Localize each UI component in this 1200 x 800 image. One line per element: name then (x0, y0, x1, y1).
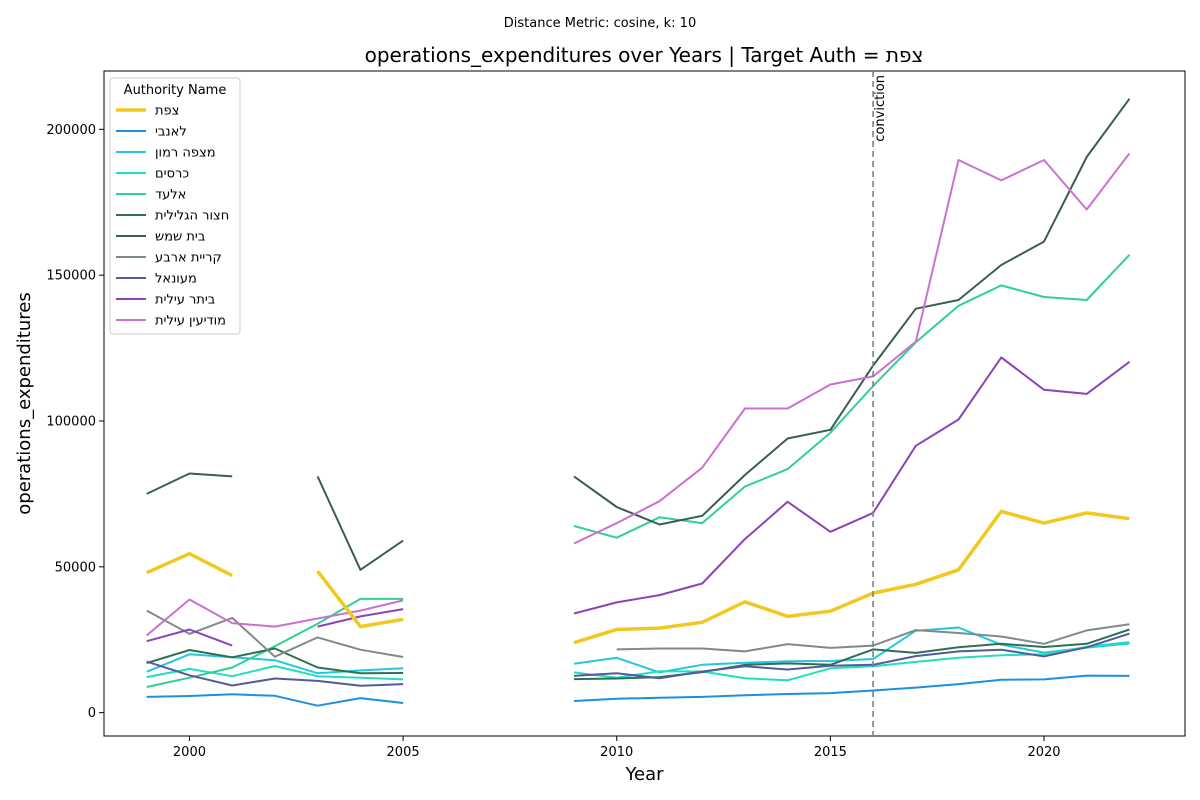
x-tick-label: 2010 (600, 745, 633, 760)
y-tick-label: 0 (88, 706, 96, 721)
legend-item: בית שמש (116, 230, 205, 245)
legend-label: חצור הגלילית (155, 209, 229, 224)
legend-label: ביתר עילית (155, 293, 215, 308)
legend-label: לאנבי (155, 125, 187, 140)
legend-label: מעונאל (155, 272, 197, 287)
conviction-annotation: conviction (872, 71, 888, 736)
legend-item: מצפה רמון (116, 146, 216, 161)
legend-item: מעונאל (116, 272, 197, 287)
series-line (146, 674, 1130, 707)
legend-label: כרסים (155, 167, 189, 182)
legend: Authority Name צפת לאנבי מצפה רמון כרסים אלע… (109, 77, 241, 335)
x-tick-label: 2000 (173, 745, 206, 760)
chart-title: operations_expenditures over Years | Tar… (365, 43, 924, 67)
plot-frame (103, 70, 1186, 737)
legend-label: מצפה רמון (155, 146, 216, 161)
y-tick-label: 150000 (46, 269, 96, 284)
x-axis: 2000 2005 2010 2015 2020 (173, 736, 1061, 760)
legend-label: מודיעין עילית (155, 314, 226, 329)
x-tick-label: 2020 (1027, 745, 1060, 760)
series-line (145, 509, 1130, 645)
y-tick-label: 50000 (55, 560, 96, 575)
legend-label: בית שמש (155, 230, 205, 245)
legend-box (109, 77, 241, 335)
legend-title: Authority Name (124, 83, 227, 98)
series-line (146, 254, 1131, 688)
legend-item: ביתר עילית (116, 293, 215, 308)
y-axis: 0 50000 100000 150000 200000 (46, 123, 104, 721)
legend-label: אלעד (155, 188, 186, 203)
x-tick-label: 2005 (387, 745, 420, 760)
x-axis-title: Year (624, 764, 664, 785)
x-tick-label: 2015 (814, 745, 847, 760)
legend-label: צפת (155, 104, 179, 119)
legend-item: כרסים (116, 167, 189, 182)
y-tick-label: 100000 (46, 415, 96, 430)
conviction-label: conviction (873, 75, 888, 142)
legend-label: קריית ארבע (155, 251, 222, 266)
chart-suptitle: Distance Metric: cosine, k: 10 (504, 16, 696, 31)
legend-item: לאנבי (116, 125, 187, 140)
legend-item: אלעד (116, 188, 186, 203)
y-axis-title: operations_expenditures (14, 292, 35, 514)
series-line (146, 356, 1131, 647)
legend-item: חצור הגלילית (116, 209, 229, 224)
series-line (146, 632, 1130, 687)
series-line (146, 98, 1131, 571)
legend-item: צפת (116, 104, 179, 119)
legend-item: קריית ארבע (116, 251, 222, 266)
y-tick-label: 200000 (46, 123, 96, 138)
legend-item: מודיעין עילית (116, 314, 226, 329)
series-line (146, 152, 1131, 637)
